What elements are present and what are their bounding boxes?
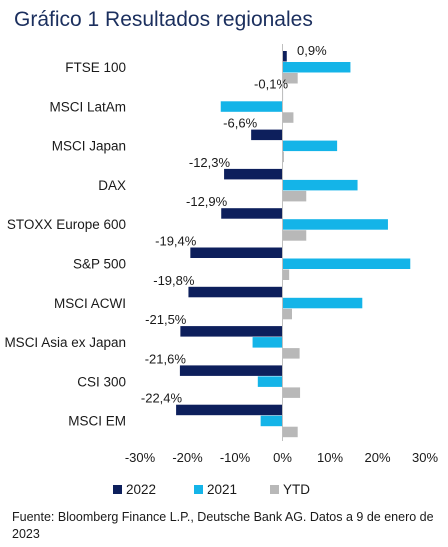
category-label: STOXX Europe 600 [7, 217, 126, 232]
bar-ytd-msci-latam [282, 112, 294, 123]
bar-ytd-csi-300 [282, 387, 301, 398]
bar-ytd-stoxx-europe-600 [282, 230, 307, 241]
data-label: -22,4% [141, 391, 183, 406]
x-tick-label: -30% [125, 450, 156, 465]
legend-label-2022: 2022 [126, 482, 156, 497]
bar-2021-ftse-100 [282, 62, 351, 73]
source-note: Fuente: Bloomberg Finance L.P., Deutsche… [12, 510, 434, 541]
legend-label-ytd: YTD [283, 482, 310, 497]
category-label: MSCI LatAm [49, 99, 126, 114]
bar-2021-dax [282, 179, 358, 191]
category-label: MSCI Japan [52, 139, 126, 154]
x-tick-label: 20% [364, 450, 390, 465]
legend-swatch-2021 [194, 485, 203, 494]
bar-2021-msci-acwi [282, 297, 363, 309]
bar-2021-csi-300 [257, 376, 283, 387]
bar-ytd-s-p-500 [282, 269, 290, 280]
data-label: -12,3% [189, 155, 231, 170]
bar-2022-msci-acwi [188, 286, 283, 298]
bar-2022-msci-em [176, 404, 283, 416]
x-tick-label: -20% [172, 450, 203, 465]
bar-ytd-msci-asia-ex-japan [282, 348, 300, 359]
data-label: -6,6% [223, 116, 257, 131]
data-label: -21,5% [145, 312, 187, 327]
bar-2022-msci-japan [251, 129, 283, 141]
bar-ytd-dax [282, 190, 307, 202]
bar-ytd-msci-acwi [282, 308, 292, 320]
bar-2021-msci-em [260, 415, 283, 427]
data-label: -19,8% [153, 273, 195, 288]
bar-ytd-msci-japan [282, 151, 284, 163]
bar-2021-s-p-500 [282, 258, 411, 269]
bar-2022-dax [224, 168, 283, 180]
data-label: -21,6% [145, 351, 187, 366]
bar-2021-msci-japan [282, 140, 338, 152]
bar-2022-csi-300 [179, 365, 283, 376]
category-label: S&P 500 [73, 257, 126, 272]
x-tick-label: 0% [273, 450, 292, 465]
category-label: MSCI Asia ex Japan [4, 335, 126, 350]
bar-2021-stoxx-europe-600 [282, 219, 388, 230]
category-label: DAX [98, 178, 126, 193]
category-label: MSCI EM [68, 414, 126, 429]
category-label: CSI 300 [77, 374, 126, 389]
data-label: -12,9% [186, 194, 228, 209]
data-label: 0,9% [297, 43, 327, 58]
bar-2022-ftse-100 [282, 51, 287, 62]
bar-ytd-msci-em [282, 426, 298, 438]
bar-chart: FTSE 100 0,9% MSCI LatAm -0,1% MSCI Japan -6,… [4, 43, 438, 497]
chart-title: Gráfico 1 Resultados regionales [14, 8, 313, 31]
x-tick-label: 10% [317, 450, 343, 465]
legend-label-2021: 2021 [207, 482, 237, 497]
bar-2022-stoxx-europe-600 [221, 208, 283, 219]
category-label: MSCI ACWI [54, 296, 126, 311]
bar-2021-msci-latam [220, 101, 283, 112]
data-label: -19,4% [155, 234, 197, 249]
data-label: -0,1% [254, 76, 288, 91]
bar-2022-msci-asia-ex-japan [180, 326, 283, 337]
x-tick-label: 30% [412, 450, 438, 465]
legend-swatch-2022 [113, 485, 122, 494]
bar-ytd-ftse-100 [282, 73, 298, 84]
x-tick-label: -10% [220, 450, 251, 465]
bar-2021-msci-asia-ex-japan [252, 337, 283, 348]
bar-2022-s-p-500 [190, 247, 283, 258]
category-label: FTSE 100 [65, 60, 126, 75]
legend-swatch-ytd [270, 485, 279, 494]
